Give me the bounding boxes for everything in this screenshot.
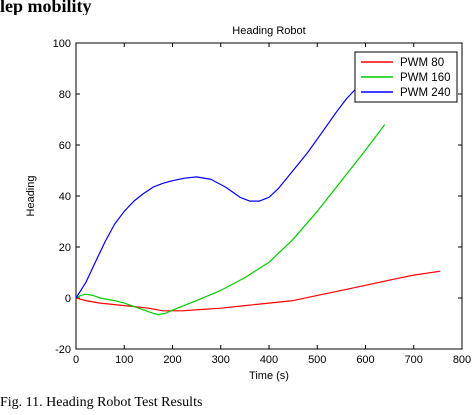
legend: PWM 80 PWM 160 PWM 240 — [354, 51, 458, 103]
x-tick-label: 800 — [453, 354, 471, 366]
figure-caption: Fig. 11. Heading Robot Test Results — [0, 395, 203, 410]
legend-label-2: PWM 160 — [400, 72, 451, 84]
x-tick-label: 100 — [115, 354, 133, 366]
series-line-3 — [75, 88, 357, 299]
series-layer — [75, 88, 441, 316]
x-tick-label: 0 — [73, 354, 79, 366]
y-tick-label: 20 — [59, 242, 71, 254]
y-tick-label: 60 — [59, 140, 71, 152]
legend-label-1: PWM 80 — [400, 57, 444, 69]
x-tick-label: 200 — [163, 354, 181, 366]
y-tick-label: -20 — [55, 344, 71, 356]
y-tick-label: 0 — [65, 293, 71, 305]
x-tick-label: 700 — [405, 354, 423, 366]
series-line-1 — [75, 270, 441, 312]
y-axis-label: Heading — [25, 176, 37, 217]
x-tick-label: 600 — [356, 354, 374, 366]
y-tick-label: 40 — [59, 191, 71, 203]
series-line-2 — [75, 124, 386, 316]
x-tick-label: 500 — [308, 354, 326, 366]
x-tick-label: 400 — [260, 354, 278, 366]
y-tick-label: 100 — [53, 38, 71, 50]
legend-label-3: PWM 240 — [400, 87, 451, 99]
x-axis-label: Time (s) — [249, 370, 289, 382]
chart-title: Heading Robot — [232, 25, 305, 37]
x-tick-label: 300 — [212, 354, 230, 366]
top-heading-fragment: lep mobility — [0, 0, 92, 15]
heading-robot-chart: Heading Robot 0 100 200 300 400 500 600 700 800-… — [25, 25, 472, 382]
y-tick-label: 80 — [59, 89, 71, 101]
